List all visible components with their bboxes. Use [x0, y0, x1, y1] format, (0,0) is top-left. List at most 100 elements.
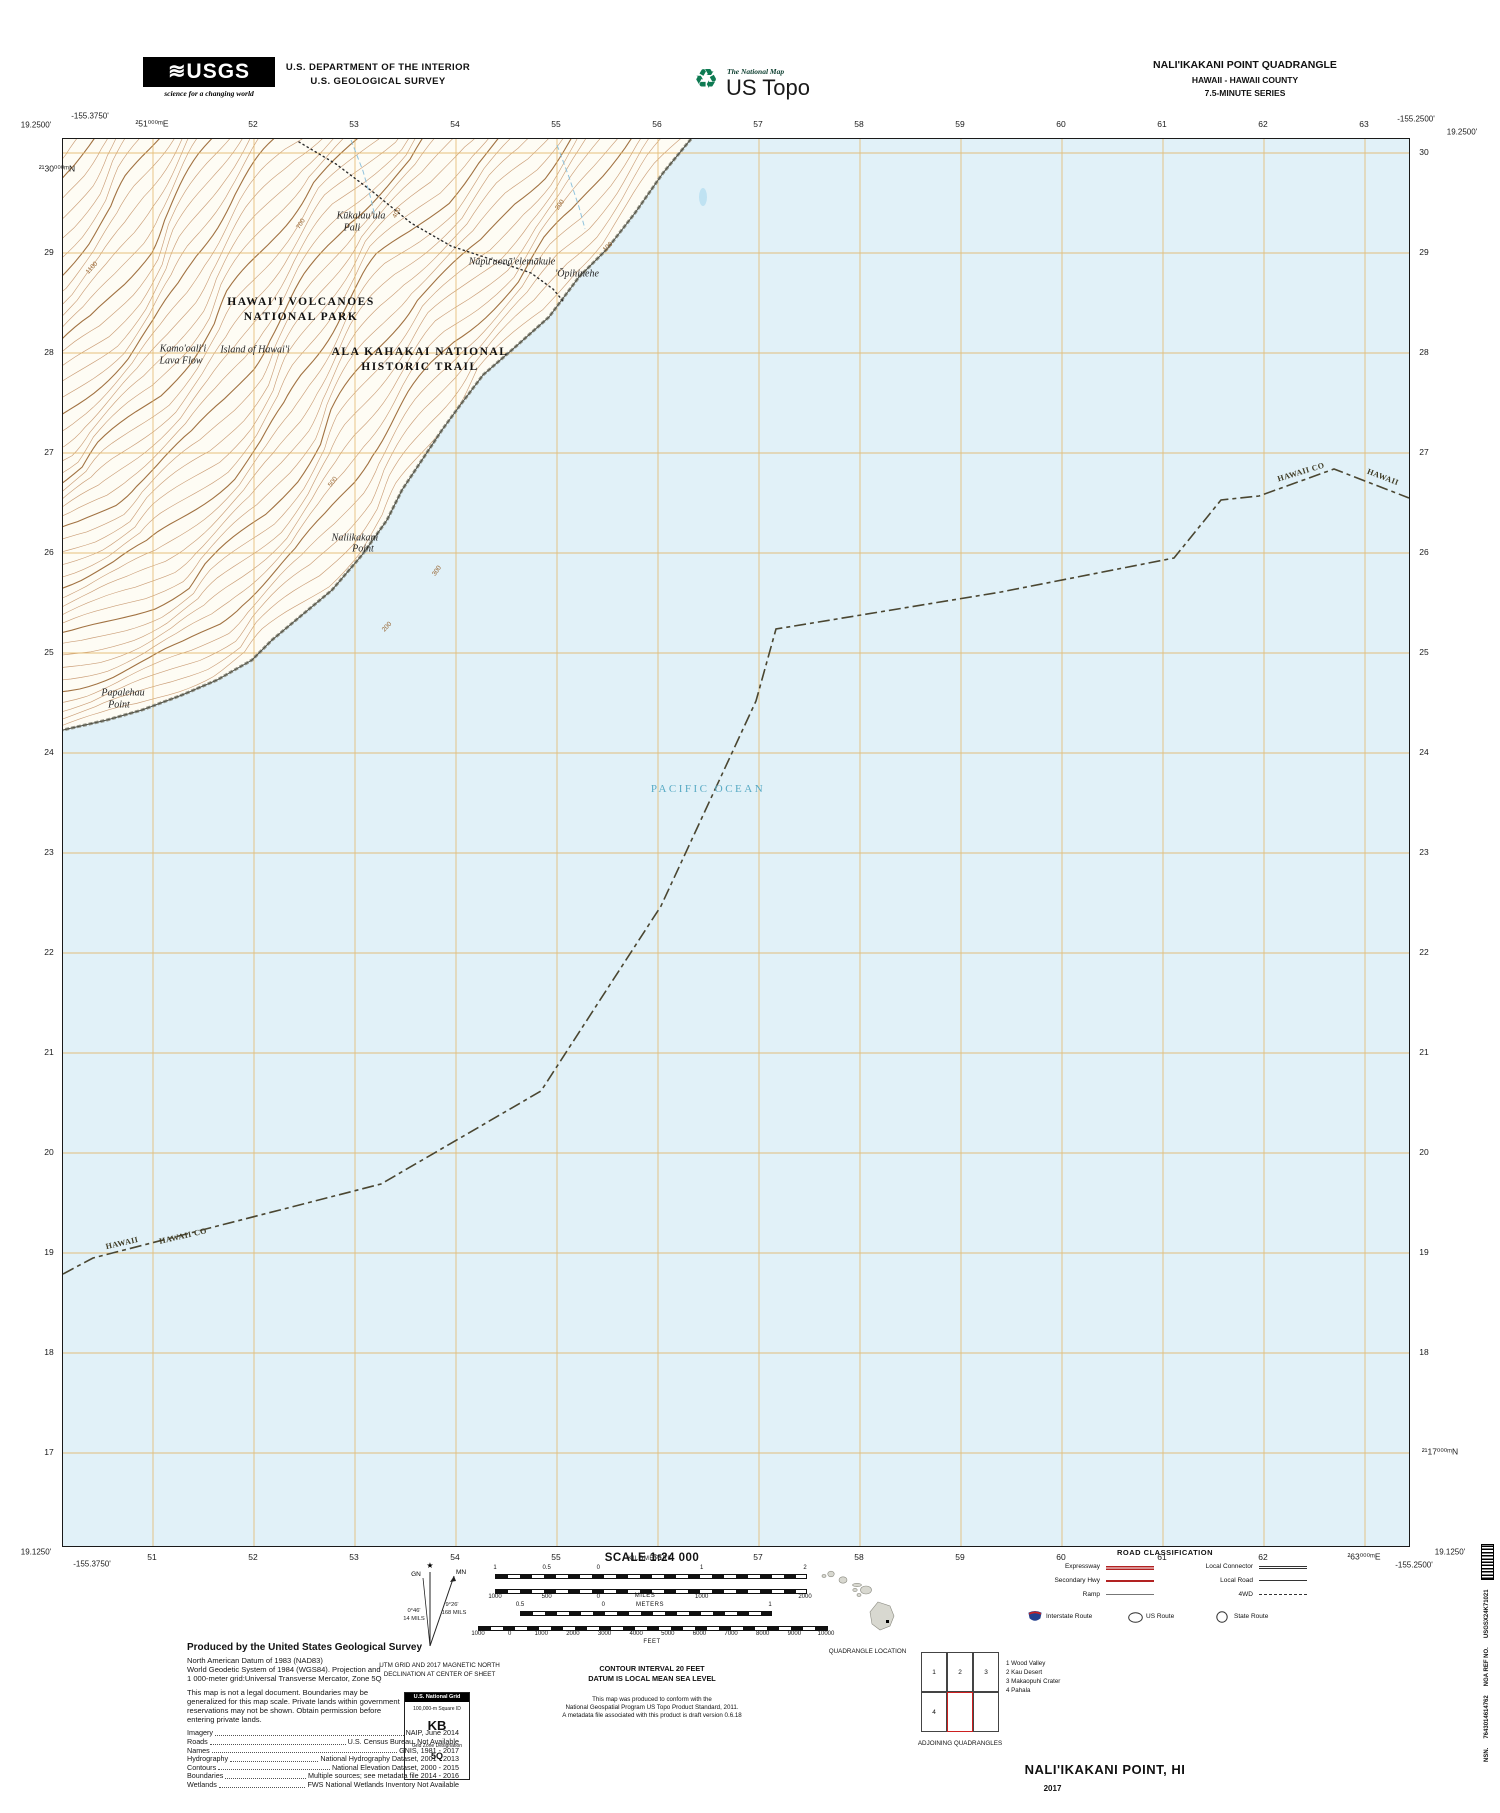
map-label-park: HISTORIC TRAIL [361, 361, 479, 373]
grid-label-right: 24 [1419, 747, 1429, 757]
source-row: Roads U.S. Census Bureau, Not Available [187, 1737, 459, 1747]
grid-label-left: 26 [44, 547, 54, 557]
grid-label-right: 30 [1419, 147, 1429, 157]
grid-label-left: 27 [44, 447, 54, 457]
nsn-label: NSN. [1484, 1747, 1490, 1762]
map-area [62, 138, 1410, 1547]
grid-label-bottom: 56 [652, 1552, 662, 1562]
map-label-feat: Papalehau [101, 687, 145, 699]
road-classification-title: ROAD CLASSIFICATION [1116, 1548, 1214, 1557]
scale-tick: 0.5 [515, 1602, 525, 1608]
grid-label-top: 60 [1056, 119, 1066, 129]
source-row: Boundaries Multiple sources; see metadata… [187, 1771, 459, 1781]
quadrangle-title-block: NALI'IKAKANI POINT QUADRANGLE HAWAII - H… [1095, 59, 1395, 101]
grid-label-right: 28 [1419, 347, 1429, 357]
department-heading: U.S. DEPARTMENT OF THE INTERIOR U.S. GEO… [258, 62, 498, 90]
production-notes: Produced by the United States Geological… [187, 1642, 459, 1790]
production-line: World Geodetic System of 1984 (WGS84). P… [187, 1665, 381, 1675]
map-label-feat: Island of Hawai'i [220, 344, 290, 356]
mn-angle: 9°26' [445, 1602, 458, 1608]
corner-coord-nw-lon: -155.3750' [71, 111, 109, 121]
us-topo-wordmark: US Topo [726, 75, 810, 100]
stream-line [350, 139, 376, 218]
conform-note-2: National Geospatial Program US Topo Prod… [565, 1704, 739, 1711]
production-lines: North American Datum of 1983 (NAD83) Worl… [187, 1656, 459, 1724]
corner-coord-ne-lon: -155.2500' [1397, 114, 1435, 124]
map-label-ocean-lbl: PACIFIC OCEAN [650, 783, 766, 795]
grid-label-top: 53 [349, 119, 359, 129]
grid-label-left: 24 [44, 747, 54, 757]
grid-label-right: 27 [1419, 447, 1429, 457]
scale-bar-mi [520, 1611, 772, 1616]
scale-unit: METERS [635, 1602, 665, 1608]
adjoining-quadrangles-caption: ADJOINING QUADRANGLES [917, 1740, 1003, 1747]
scale-tick: 4000 [629, 1631, 643, 1637]
hawaiian-islands-icon [821, 1570, 895, 1631]
grid-label-top: 54 [450, 119, 460, 129]
adjoining-cell: 3 [973, 1652, 999, 1692]
sheet-reference-codes: NSN. 7643014614762 NGA REF NO. USGSX24K7… [1480, 1544, 1494, 1762]
declination-caption-1: UTM GRID AND 2017 MAGNETIC NORTH [379, 1662, 500, 1669]
production-line: North American Datum of 1983 (NAD83) [187, 1656, 323, 1665]
grid-label-right: 23 [1419, 847, 1429, 857]
declination-caption-2: DECLINATION AT CENTER OF SHEET [383, 1671, 496, 1678]
adjoining-cell: 1 [921, 1652, 947, 1692]
scale-tick: 8000 [756, 1631, 770, 1637]
quadrangle-location-map [821, 1570, 895, 1631]
map-label-feat: 'Ōpihinehe [555, 268, 599, 280]
road-class-symbol-exp [1106, 1566, 1154, 1570]
scale-tick: 0.5 [542, 1565, 551, 1571]
scale-bar-km [495, 1574, 807, 1579]
production-line: 1 000-meter grid:Universal Transverse Me… [187, 1674, 382, 1684]
map-label-feat: Point [352, 543, 374, 555]
scale-tick: 1000 [488, 1594, 502, 1600]
usgs-tagline: science for a changing world [164, 89, 254, 98]
production-line: This map is not a legal document. Bounda… [187, 1687, 369, 1697]
scale-tick: 10000 [817, 1631, 835, 1637]
grid-label-left: 23 [44, 847, 54, 857]
grid-label-top: ²51⁰⁰⁰ᵐE [135, 118, 169, 129]
route-label: State Route [1234, 1613, 1269, 1620]
sheet-title: NALI'IKAKANI POINT, HI [1024, 1762, 1186, 1777]
adjoining-list-item: 4 Pahala [1006, 1687, 1031, 1694]
usng-gzd-label: Grid Zone Designation [411, 1743, 463, 1749]
road-class-symbol-ramp [1106, 1594, 1154, 1596]
grid-label-bottom: 59 [955, 1552, 965, 1562]
quad-location-marker [886, 1620, 889, 1623]
scale-tick: 0 [601, 1602, 605, 1608]
scale-tick: 1000 [471, 1631, 485, 1637]
grid-label-right: 19 [1419, 1247, 1429, 1257]
scale-bar-m [495, 1589, 807, 1594]
county-boundary-line [62, 468, 1410, 1275]
current-quad-highlight [947, 1692, 973, 1732]
grid-label-left: 22 [44, 947, 54, 957]
state-route-icon [1216, 1610, 1228, 1628]
true-north-star-icon: ★ [426, 1561, 433, 1570]
scale-unit: MILES [634, 1593, 656, 1599]
us-national-grid-box: U.S. National Grid 100,000-m Square ID K… [404, 1692, 470, 1780]
adjoining-list-item: 2 Kau Desert [1006, 1669, 1043, 1676]
us-topo-pinwheel-icon: ♻ [694, 64, 719, 94]
scale-tick: 0 [596, 1565, 600, 1571]
scale-tick: 7000 [724, 1631, 738, 1637]
scale-tick: 1 [700, 1565, 704, 1571]
grid-label-top: 57 [753, 119, 763, 129]
grid-label-left: 17 [44, 1447, 54, 1457]
map-label-feat: Nāpu'uonā'elemākule [468, 256, 556, 268]
map-label-feat: Kamo'oali'i [159, 343, 207, 355]
source-row: Names GNIS, 1981 - 2017 [187, 1745, 459, 1755]
grid-label-left: 25 [44, 647, 54, 657]
grid-label-right: 20 [1419, 1147, 1429, 1157]
source-row: Imagery NAIP, June 2014 [187, 1728, 459, 1738]
grid-label-top: 62 [1258, 119, 1268, 129]
sheet-year: 2017 [1043, 1784, 1062, 1793]
usng-subtitle: 100,000-m Square ID [413, 1706, 461, 1712]
interstate-route-icon [1028, 1610, 1042, 1628]
scale-unit: FEET [643, 1639, 661, 1645]
gn-angle: 0°46' [407, 1608, 420, 1614]
corner-coord-ne-lat: 19.2500' [1446, 127, 1478, 137]
road-class-symbol-loc [1259, 1580, 1307, 1582]
quadrangle-state: HAWAII - HAWAII COUNTY [1191, 75, 1299, 85]
source-row: Hydrography National Hydrography Dataset,… [187, 1754, 459, 1764]
scale-bar-ft [478, 1626, 828, 1631]
